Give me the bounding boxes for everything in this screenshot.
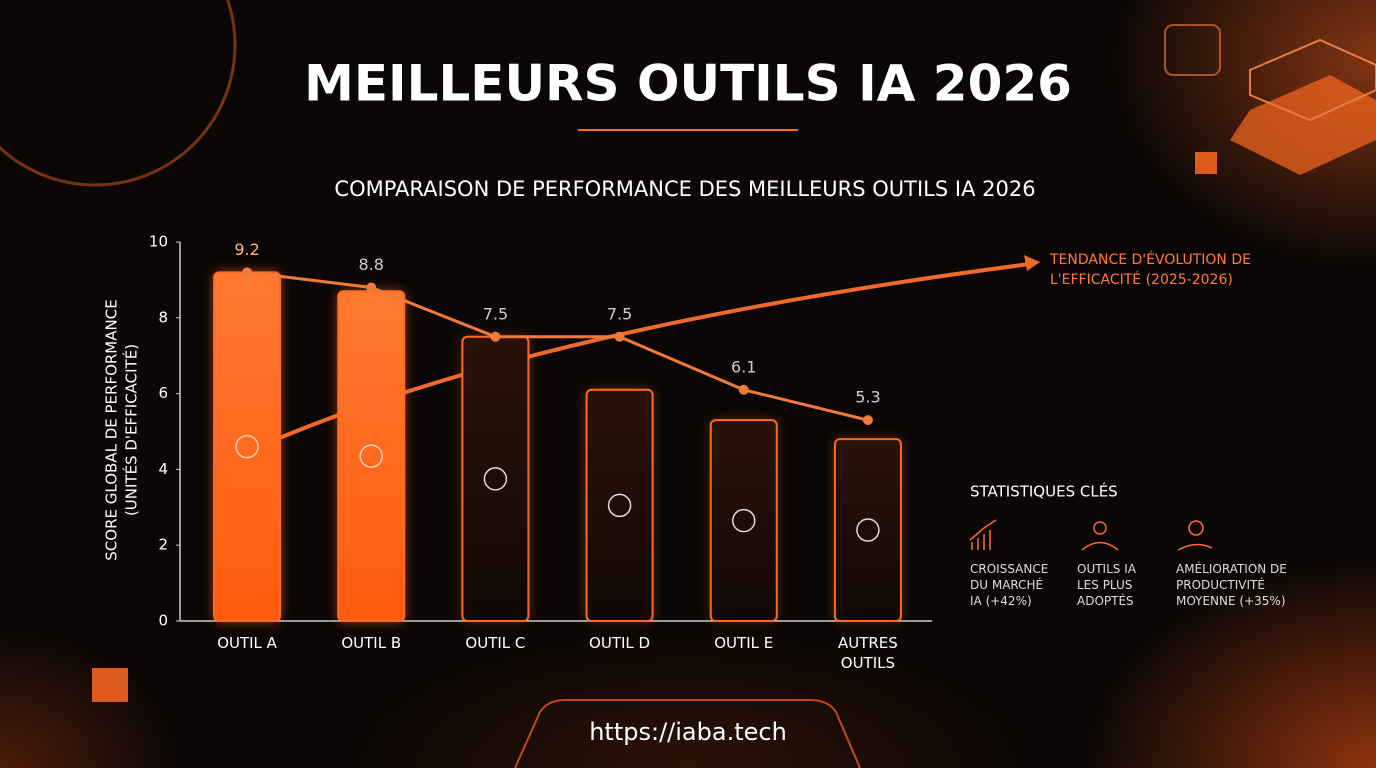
bar-icon [856, 518, 880, 542]
trend-arrowhead [1024, 255, 1040, 271]
y-tick-label: 10 [149, 233, 168, 251]
score-point [862, 415, 873, 426]
stat-item: OUTILS IA LES PLUS ADOPTÉS [1077, 562, 1136, 608]
stat-item: CROISSANCE DU MARCHÉ IA (+42%) [970, 562, 1049, 608]
y-tick-label: 0 [158, 612, 168, 630]
score-point [490, 331, 501, 342]
stat-item: AMÉLIORATION DE PRODUCTIVITÉ MOYENNE (+3… [1176, 562, 1287, 608]
score-line [246, 270, 869, 422]
data-label: 5.3 [855, 388, 880, 407]
bar [709, 419, 778, 622]
y-axis-label: SCORE GLOBAL DE PERFORMANCE [103, 299, 121, 560]
bar [585, 388, 654, 622]
x-tick-label: OUTIL D [589, 634, 651, 652]
x-tick-label: OUTIL B [341, 634, 402, 652]
score-point [366, 282, 377, 293]
score-point [738, 384, 749, 395]
bar [337, 290, 406, 622]
bar [213, 271, 282, 622]
bar-icon [235, 434, 259, 459]
footer-url: https://iaba.tech [589, 718, 787, 746]
y-tick-label: 8 [158, 308, 168, 326]
stat-icons [969, 519, 1213, 551]
subtitle: COMPARAISON DE PERFORMANCE DES MEILLEURS… [334, 177, 1035, 201]
y-tick-label: 4 [158, 460, 168, 478]
bar [833, 438, 902, 622]
data-label: 9.2 [234, 240, 259, 259]
x-tick-label: OUTIL A [217, 634, 277, 652]
footer-frame [514, 699, 861, 768]
data-label: 7.5 [607, 304, 632, 323]
y-tick-label: 2 [158, 536, 168, 554]
data-label: 8.8 [359, 255, 384, 274]
stats-title: STATISTIQUES CLÉS [970, 482, 1118, 501]
x-tick-label: AUTRES OUTILS [837, 634, 898, 672]
data-label: 7.5 [483, 304, 508, 323]
data-label: 6.1 [731, 357, 756, 376]
score-point [242, 267, 253, 278]
y-tick-label: 6 [158, 384, 168, 402]
score-point [614, 331, 625, 342]
bar-icon [359, 444, 383, 468]
bar [461, 335, 530, 622]
bar-icon [483, 467, 508, 491]
deco-layers [92, 24, 1376, 702]
bar-icon [732, 508, 756, 533]
deco-ring [0, 0, 237, 187]
y-axis-label: (UNITÉS D'EFFICACITÉ) [122, 344, 141, 516]
trend-annotation: TENDANCE D'ÉVOLUTION DE L'EFFICACITÉ (20… [1050, 252, 1251, 288]
x-tick-label: OUTIL E [714, 634, 774, 652]
title: MEILLEURS OUTILS IA 2026 [304, 55, 1072, 113]
trend-arrow [246, 262, 1031, 454]
bar-icon [607, 493, 632, 518]
x-tick-label: OUTIL C [465, 634, 526, 652]
